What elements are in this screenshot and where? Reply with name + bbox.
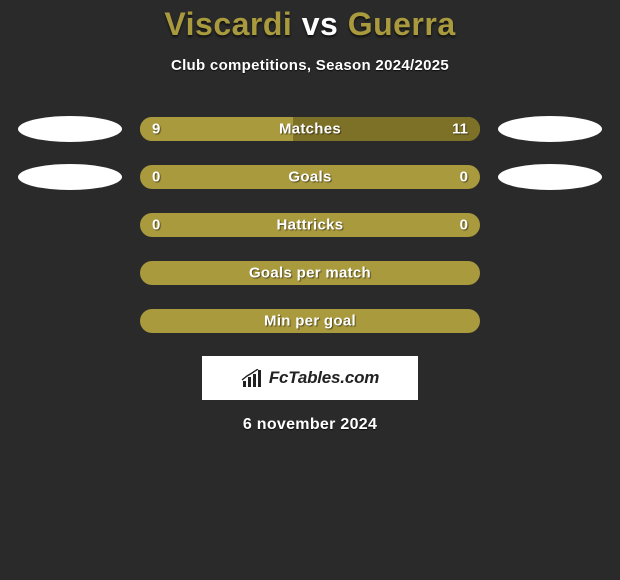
title-player1: Viscardi (164, 6, 292, 42)
stat-row: Min per goal (0, 308, 620, 334)
stats-rows: Matches911Goals00Hattricks00Goals per ma… (0, 116, 620, 334)
stat-value-player1: 0 (152, 169, 160, 186)
title-player2: Guerra (348, 6, 456, 42)
stat-row: Hattricks0 0 (0, 212, 620, 238)
stat-row: Matches9 11 (0, 116, 620, 142)
stat-bar: Hattricks0 0 (140, 213, 480, 237)
stat-value-player2: 0 (460, 169, 468, 186)
stat-label: Goals per match (140, 265, 480, 282)
date-label: 6 november 2024 (0, 416, 620, 434)
stat-bar: Goals per match (140, 261, 480, 285)
spacer (18, 260, 122, 286)
spacer (18, 212, 122, 238)
stat-row: Goals per match (0, 260, 620, 286)
logo-box: FcTables.com (202, 356, 418, 400)
player1-badge (18, 164, 122, 190)
stat-bar: Goals0 0 (140, 165, 480, 189)
spacer (498, 212, 602, 238)
player2-badge (498, 116, 602, 142)
stat-value-player1: 9 (152, 121, 160, 138)
stat-label: Hattricks (140, 217, 480, 234)
stat-bar: Matches9 11 (140, 117, 480, 141)
spacer (498, 308, 602, 334)
stat-bar: Min per goal (140, 309, 480, 333)
stat-value-player2: 0 (460, 217, 468, 234)
stat-label: Matches (140, 121, 480, 138)
stat-row: Goals0 0 (0, 164, 620, 190)
stat-label: Min per goal (140, 313, 480, 330)
comparison-widget: Viscardi vs Guerra Club competitions, Se… (0, 0, 620, 434)
spacer (18, 308, 122, 334)
title-vs: vs (302, 6, 339, 42)
stat-value-player2: 11 (452, 121, 468, 138)
spacer (498, 260, 602, 286)
stat-value-player1: 0 (152, 217, 160, 234)
player1-badge (18, 116, 122, 142)
page-title: Viscardi vs Guerra (0, 6, 620, 43)
subtitle: Club competitions, Season 2024/2025 (0, 57, 620, 74)
logo-text: FcTables.com (269, 368, 379, 388)
stat-label: Goals (140, 169, 480, 186)
barchart-icon (241, 369, 263, 387)
player2-badge (498, 164, 602, 190)
